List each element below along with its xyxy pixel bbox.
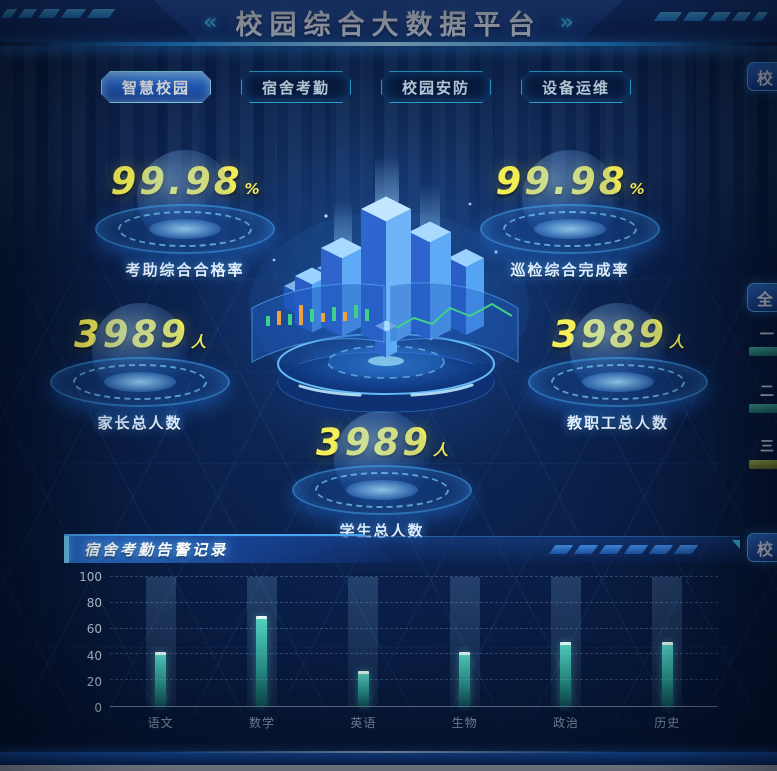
rank-item-1: 一 bbox=[760, 327, 774, 343]
stat-value: 3989人 bbox=[316, 424, 448, 461]
alarm-records-panel-header: 宿舍考勤告警记录 bbox=[64, 534, 740, 564]
bar-column[interactable] bbox=[348, 577, 379, 706]
bar-column[interactable] bbox=[246, 577, 277, 706]
stat-label: 教职工总人数 bbox=[566, 414, 669, 432]
bar-column[interactable] bbox=[449, 577, 480, 706]
page-title: 校园综合大数据平台 bbox=[235, 9, 542, 41]
y-axis-tick: 0 bbox=[94, 700, 102, 715]
y-axis-tick: 40 bbox=[86, 648, 102, 663]
chart-bars bbox=[110, 577, 718, 706]
stat-label: 考助综合合格率 bbox=[125, 261, 245, 279]
tab-campus-security[interactable]: 校园安防 bbox=[381, 71, 491, 103]
candlestick-chart-ribbon bbox=[266, 305, 369, 326]
chart-y-axis: 100 80 60 40 20 0 bbox=[66, 570, 102, 715]
bar-column[interactable] bbox=[145, 577, 176, 706]
holo-pedestal bbox=[290, 411, 474, 517]
rank-item-3: 三 bbox=[760, 439, 774, 455]
panel-slash-decoration bbox=[548, 545, 699, 554]
stat-label: 家长总人数 bbox=[97, 414, 183, 432]
stat-attendance-pass-rate: 99.98% 考助综合合格率 bbox=[75, 150, 295, 280]
holographic-city-visualization bbox=[249, 156, 529, 413]
stat-total-parents: 3989人 家长总人数 bbox=[30, 303, 250, 433]
holo-pedestal bbox=[478, 150, 662, 256]
stat-value: 99.98% bbox=[110, 163, 260, 200]
tab-equipment-ops[interactable]: 设备运维 bbox=[521, 71, 631, 103]
holo-pedestal bbox=[526, 303, 710, 409]
tab-dorm-attendance[interactable]: 宿舍考勤 bbox=[241, 71, 351, 103]
stat-value: 99.98% bbox=[495, 163, 645, 200]
rank-bar-2 bbox=[749, 404, 777, 413]
bottom-light-strip bbox=[0, 765, 777, 771]
right-edge-panel-label-middle: 全 bbox=[747, 283, 777, 312]
holo-pedestal bbox=[93, 150, 277, 256]
stat-value: 3989人 bbox=[74, 316, 206, 353]
rank-bar-3 bbox=[749, 460, 777, 469]
x-axis-label: 生物 bbox=[451, 716, 478, 730]
x-axis-label: 历史 bbox=[654, 716, 681, 730]
y-axis-tick: 60 bbox=[86, 622, 102, 637]
bar-column[interactable] bbox=[652, 577, 683, 706]
stat-total-staff: 3989人 教职工总人数 bbox=[508, 303, 728, 433]
right-edge-panel-label-bottom: 校 bbox=[747, 533, 777, 562]
bar-column[interactable] bbox=[550, 577, 581, 706]
x-axis-label: 数学 bbox=[248, 716, 275, 730]
y-axis-tick: 100 bbox=[79, 570, 102, 584]
x-axis-label: 政治 bbox=[552, 716, 579, 730]
y-axis-tick: 20 bbox=[86, 674, 102, 689]
chart-plot bbox=[110, 576, 718, 707]
footer-glow-band bbox=[0, 751, 777, 765]
dorm-attendance-alarm-bar-chart: 100 80 60 40 20 0 语文 数学 英语 生物 政治 历史 bbox=[66, 570, 724, 742]
right-chevron-icon: » bbox=[559, 9, 574, 35]
left-chevron-icon: « bbox=[203, 9, 218, 35]
right-edge-panel-label-top: 校 bbox=[747, 62, 777, 91]
stat-label: 巡检综合完成率 bbox=[510, 261, 630, 279]
rank-item-2: 二 bbox=[760, 384, 774, 400]
stat-inspection-completion-rate: 99.98% 巡检综合完成率 bbox=[460, 150, 680, 280]
tab-smart-campus[interactable]: 智慧校园 bbox=[101, 71, 211, 103]
header-bar: « 校园综合大数据平台 » bbox=[0, 0, 777, 46]
panel-corner-accent bbox=[732, 540, 740, 549]
x-axis-label: 英语 bbox=[350, 716, 377, 730]
y-axis-tick: 80 bbox=[86, 596, 102, 611]
stat-total-students: 3989人 学生总人数 bbox=[272, 411, 492, 541]
x-axis-label: 语文 bbox=[147, 716, 174, 730]
header-center-plate bbox=[153, 0, 624, 44]
nav-tabs: 智慧校园 宿舍考勤 校园安防 设备运维 bbox=[101, 71, 631, 103]
stat-value: 3989人 bbox=[552, 316, 684, 353]
holo-pedestal bbox=[48, 303, 232, 409]
panel-title: 宿舍考勤告警记录 bbox=[84, 541, 229, 559]
rank-bar-1 bbox=[749, 347, 777, 356]
line-chart-ribbon bbox=[395, 302, 513, 329]
chart-x-axis: 语文 数学 英语 生物 政治 历史 bbox=[110, 714, 718, 731]
